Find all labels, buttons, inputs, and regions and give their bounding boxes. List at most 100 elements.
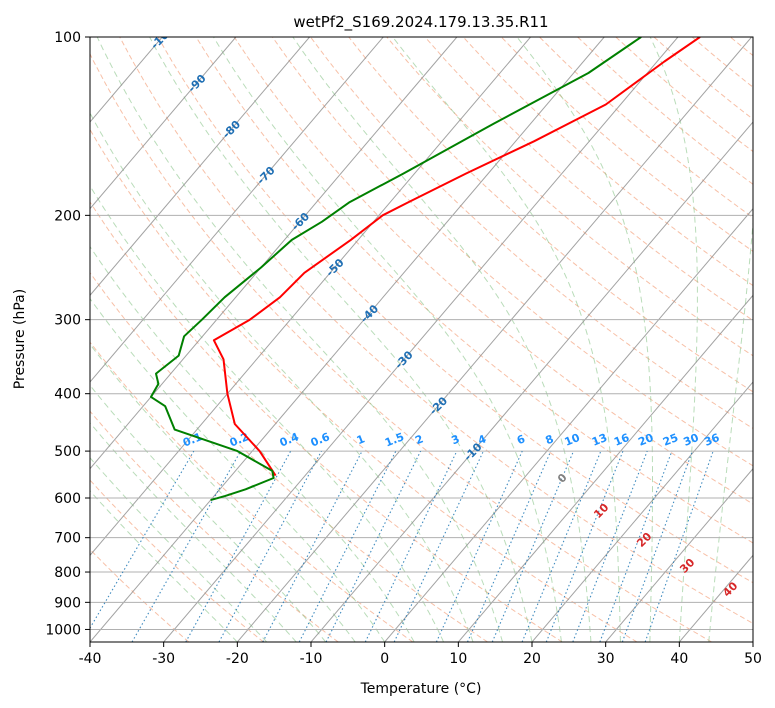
- moist-adiabat: [90, 343, 356, 642]
- x-axis-label: Temperature (°C): [360, 681, 482, 697]
- background-lines: [90, 37, 775, 642]
- y-tick-label: 900: [54, 595, 81, 611]
- mixing-ratio-label: 20: [636, 431, 655, 449]
- mixing-ratio-line: [218, 450, 322, 642]
- isotherm: [90, 37, 384, 383]
- y-tick-label: 1000: [45, 622, 81, 638]
- isotherm: [605, 467, 753, 642]
- isotherm: [163, 37, 679, 642]
- mixing-ratio-label: 2: [413, 432, 425, 447]
- dry-adiabat: [233, 37, 753, 505]
- dry-adiabat: [90, 548, 190, 642]
- dry-adiabat: [577, 37, 753, 185]
- isotherm: [752, 641, 753, 642]
- moist-adiabat-label: 40: [720, 579, 740, 599]
- mixing-ratio-line: [298, 450, 397, 642]
- mixing-ratio-line: [393, 450, 484, 642]
- mixing-ratio-label: 1: [355, 432, 367, 447]
- x-tick-label: 10: [449, 651, 467, 667]
- data-series: [150, 37, 701, 502]
- dry-adiabat: [691, 37, 753, 88]
- moist-adiabat: [90, 422, 297, 642]
- x-tick-label: 50: [744, 651, 762, 667]
- dry-adiabat: [310, 37, 753, 430]
- mixing-ratio-line: [467, 450, 552, 642]
- dry-adiabat: [386, 37, 753, 357]
- mixing-ratio-line: [572, 450, 648, 642]
- mixing-ratio-label: 3: [450, 432, 462, 447]
- isotherm: [90, 37, 237, 210]
- mixing-ratio-line: [644, 450, 714, 642]
- y-tick-label: 100: [54, 30, 81, 46]
- isotherm: [236, 37, 752, 642]
- mixing-ratio-line: [521, 450, 602, 642]
- temperature-line: [212, 37, 701, 477]
- y-tick-label: 700: [54, 531, 81, 547]
- x-tick-label: 40: [670, 651, 688, 667]
- mixing-ratio-line: [90, 450, 195, 630]
- mixing-ratio-label: 30: [682, 431, 701, 449]
- dry-adiabat: [90, 201, 563, 642]
- mixing-ratio-label: 8: [544, 432, 556, 447]
- mixing-ratio-label: 36: [702, 431, 721, 449]
- dry-adiabat: [271, 37, 753, 467]
- mixing-ratio-line: [131, 450, 242, 642]
- y-tick-label: 300: [54, 313, 81, 329]
- y-tick-label: 200: [54, 208, 81, 224]
- x-tick-label: -10: [300, 651, 323, 667]
- mixing-ratio-label: 0.2: [228, 430, 251, 449]
- moist-adiabat: [90, 384, 327, 642]
- moist-adiabat: [213, 37, 562, 642]
- x-tick-label: -30: [152, 651, 175, 667]
- isotherm: [90, 37, 310, 297]
- dry-adiabat: [424, 37, 753, 322]
- moist-adiabat-label: 30: [677, 556, 697, 576]
- dry-adiabat: [119, 37, 753, 624]
- dry-adiabat: [90, 479, 264, 642]
- dry-adiabat: [90, 410, 339, 642]
- moist-adiabat: [292, 37, 592, 642]
- moist-adiabat: [392, 37, 621, 642]
- mixing-ratio-line: [491, 450, 575, 642]
- x-axis: -40 -30 -20 -10 0 10 20 30 40 50: [79, 642, 762, 667]
- moist-adiabat: [708, 216, 753, 642]
- mixing-ratio-label: 25: [661, 431, 680, 449]
- moist-adiabat: [149, 37, 533, 642]
- plot-frame: [89, 36, 754, 643]
- moist-adiabat: [90, 245, 415, 642]
- moist-adiabat: [516, 37, 653, 642]
- dry-adiabat: [500, 37, 753, 252]
- mixing-ratio-label: 13: [590, 431, 609, 449]
- isotherm: [678, 554, 753, 642]
- mixing-ratio-line: [364, 450, 458, 642]
- x-tick-label: 20: [523, 651, 541, 667]
- mixing-ratio-label: 0.6: [309, 430, 332, 449]
- mixing-ratio-label: 0.4: [278, 430, 301, 449]
- mixing-ratio-line: [185, 450, 292, 642]
- mixing-ratio-line: [599, 450, 673, 642]
- x-tick-label: 0: [380, 651, 389, 667]
- dry-adiabat: [157, 37, 753, 584]
- mixing-ratio-line: [262, 450, 363, 642]
- y-tick-label: 400: [54, 387, 81, 403]
- moist-adiabat: [90, 297, 386, 642]
- x-tick-label: -20: [226, 651, 249, 667]
- moist-adiabat: [90, 490, 238, 642]
- mixing-ratio-label: 10: [563, 431, 582, 449]
- x-tick-label: 30: [597, 651, 615, 667]
- moist-adiabat-label: 10: [591, 501, 611, 521]
- dry-adiabat: [768, 37, 775, 642]
- moist-adiabat: [90, 112, 474, 642]
- chart-title: wetPf2_S169.2024.179.13.35.R11: [293, 13, 548, 32]
- x-tick-label: -40: [79, 651, 102, 667]
- dry-adiabat: [539, 37, 753, 219]
- isotherm: [531, 381, 753, 642]
- moist-adiabat: [96, 37, 503, 642]
- isotherm: [90, 37, 605, 642]
- dewpoint-line: [150, 37, 642, 502]
- y-axis-label: Pressure (hPa): [12, 289, 28, 389]
- mixing-ratio-line: [435, 450, 523, 642]
- isotherm: [90, 37, 531, 557]
- y-tick-label: 800: [54, 565, 81, 581]
